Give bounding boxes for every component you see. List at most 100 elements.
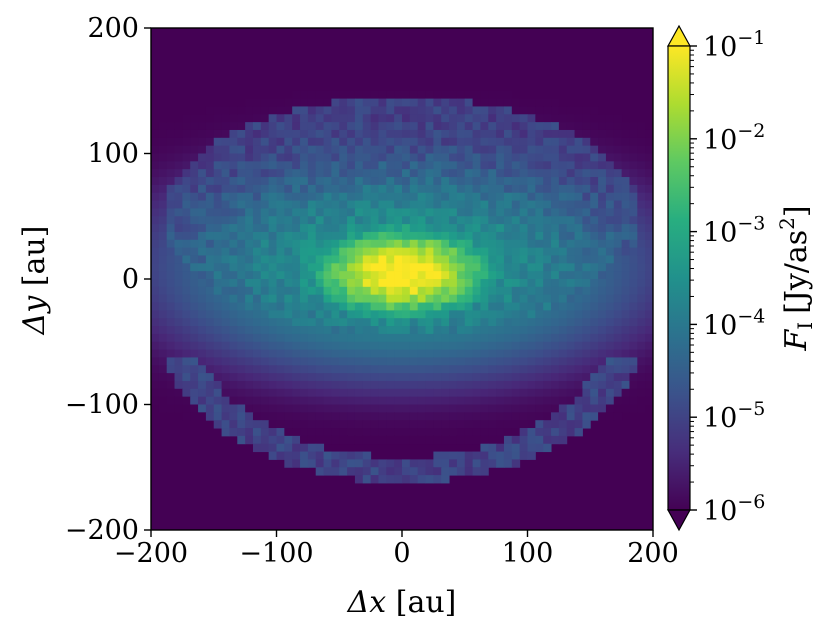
heatmap-cell — [402, 169, 411, 178]
heatmap-cell — [323, 310, 332, 319]
heatmap-cell — [300, 302, 309, 311]
heatmap-cell — [511, 435, 521, 445]
heatmap-cell — [323, 169, 332, 178]
heatmap-cell — [190, 279, 199, 288]
heatmap-cell — [276, 420, 285, 429]
heatmap-cell — [354, 294, 364, 304]
heatmap-cell — [441, 255, 450, 264]
heatmap-cell — [300, 412, 309, 421]
heatmap-cell — [268, 326, 277, 335]
heatmap-cell — [300, 224, 309, 233]
heatmap-cell — [488, 231, 497, 241]
heatmap-cell — [386, 428, 395, 437]
heatmap-cell — [629, 192, 638, 202]
heatmap-cell — [284, 357, 293, 366]
heatmap-cell — [574, 239, 583, 249]
heatmap-cell — [339, 349, 348, 358]
heatmap-cell — [566, 239, 576, 249]
heatmap-cell — [260, 216, 270, 225]
heatmap-cell — [331, 137, 340, 147]
heatmap-cell — [535, 271, 544, 280]
heatmap-cell — [449, 333, 458, 343]
heatmap-cell — [221, 349, 230, 358]
heatmap-cell — [402, 247, 411, 256]
heatmap-cell — [582, 326, 591, 335]
heatmap-cell — [425, 349, 434, 358]
heatmap-cell — [229, 294, 238, 304]
heatmap-cell — [605, 114, 615, 123]
heatmap-cell — [402, 255, 411, 264]
heatmap-cell — [370, 333, 379, 343]
heatmap-cell — [496, 341, 505, 351]
heatmap-cell — [300, 404, 309, 413]
heatmap-cell — [449, 255, 458, 264]
heatmap-cell — [543, 263, 552, 272]
heatmap-cell — [190, 349, 199, 358]
heatmap-cell — [386, 177, 395, 186]
heatmap-cell — [268, 184, 277, 194]
heatmap-cell — [213, 420, 223, 429]
heatmap-cell — [441, 192, 450, 202]
heatmap-cell — [213, 326, 223, 335]
heatmap-cell — [339, 137, 348, 147]
heatmap-cell — [198, 318, 207, 327]
heatmap-cell — [425, 184, 434, 194]
heatmap-cell — [558, 326, 568, 335]
heatmap-cell — [300, 106, 309, 115]
heatmap-cell — [558, 184, 568, 194]
heatmap-cell — [543, 326, 552, 335]
heatmap-cell — [472, 271, 481, 280]
heatmap-cell — [260, 263, 270, 272]
heatmap-cell — [300, 333, 309, 343]
heatmap-cell — [252, 106, 262, 115]
heatmap-cell — [182, 333, 191, 343]
heatmap-cell — [472, 177, 481, 186]
heatmap-cell — [629, 310, 638, 319]
heatmap-cell — [166, 286, 176, 296]
heatmap-cell — [245, 247, 254, 256]
heatmap-cell — [511, 153, 521, 162]
heatmap-cell — [511, 341, 521, 351]
heatmap-cell — [284, 380, 293, 390]
heatmap-cell — [645, 396, 654, 405]
heatmap-cell — [158, 294, 168, 304]
heatmap-cell — [354, 373, 364, 382]
heatmap-cell — [347, 412, 356, 421]
heatmap-cell — [370, 98, 379, 107]
heatmap-cell — [182, 271, 191, 280]
heatmap-cell — [409, 239, 419, 249]
heatmap-cell — [221, 326, 230, 335]
heatmap-cell — [315, 380, 325, 390]
heatmap-cell — [370, 349, 379, 358]
heatmap-cell — [503, 318, 513, 327]
heatmap-cell — [613, 318, 623, 327]
heatmap-cell — [480, 231, 489, 241]
heatmap-cell — [339, 412, 348, 421]
heatmap-cell — [511, 396, 521, 405]
heatmap-cell — [221, 208, 230, 217]
heatmap-cell — [590, 286, 599, 296]
heatmap-cell — [551, 216, 560, 225]
heatmap-cell — [480, 153, 489, 162]
heatmap-cell — [386, 318, 395, 327]
heatmap-cell — [315, 357, 325, 366]
heatmap-cell — [488, 98, 497, 107]
heatmap-cell — [621, 388, 630, 398]
heatmap-cell — [323, 435, 332, 445]
heatmap-cell — [535, 98, 544, 107]
heatmap-cell — [151, 341, 160, 351]
heatmap-cell — [441, 451, 450, 460]
heatmap-cell — [582, 224, 591, 233]
heatmap-cell — [456, 263, 466, 272]
heatmap-cell — [190, 294, 199, 304]
heatmap-cell — [284, 231, 293, 241]
heatmap-cell — [182, 137, 191, 147]
heatmap-cell — [488, 192, 497, 202]
heatmap-cell — [354, 428, 364, 437]
heatmap-cell — [394, 129, 403, 139]
heatmap-cell — [284, 302, 293, 311]
heatmap-cell — [205, 161, 215, 170]
heatmap-cell — [386, 475, 395, 484]
heatmap-cell — [182, 200, 191, 209]
heatmap-cell — [441, 98, 450, 107]
